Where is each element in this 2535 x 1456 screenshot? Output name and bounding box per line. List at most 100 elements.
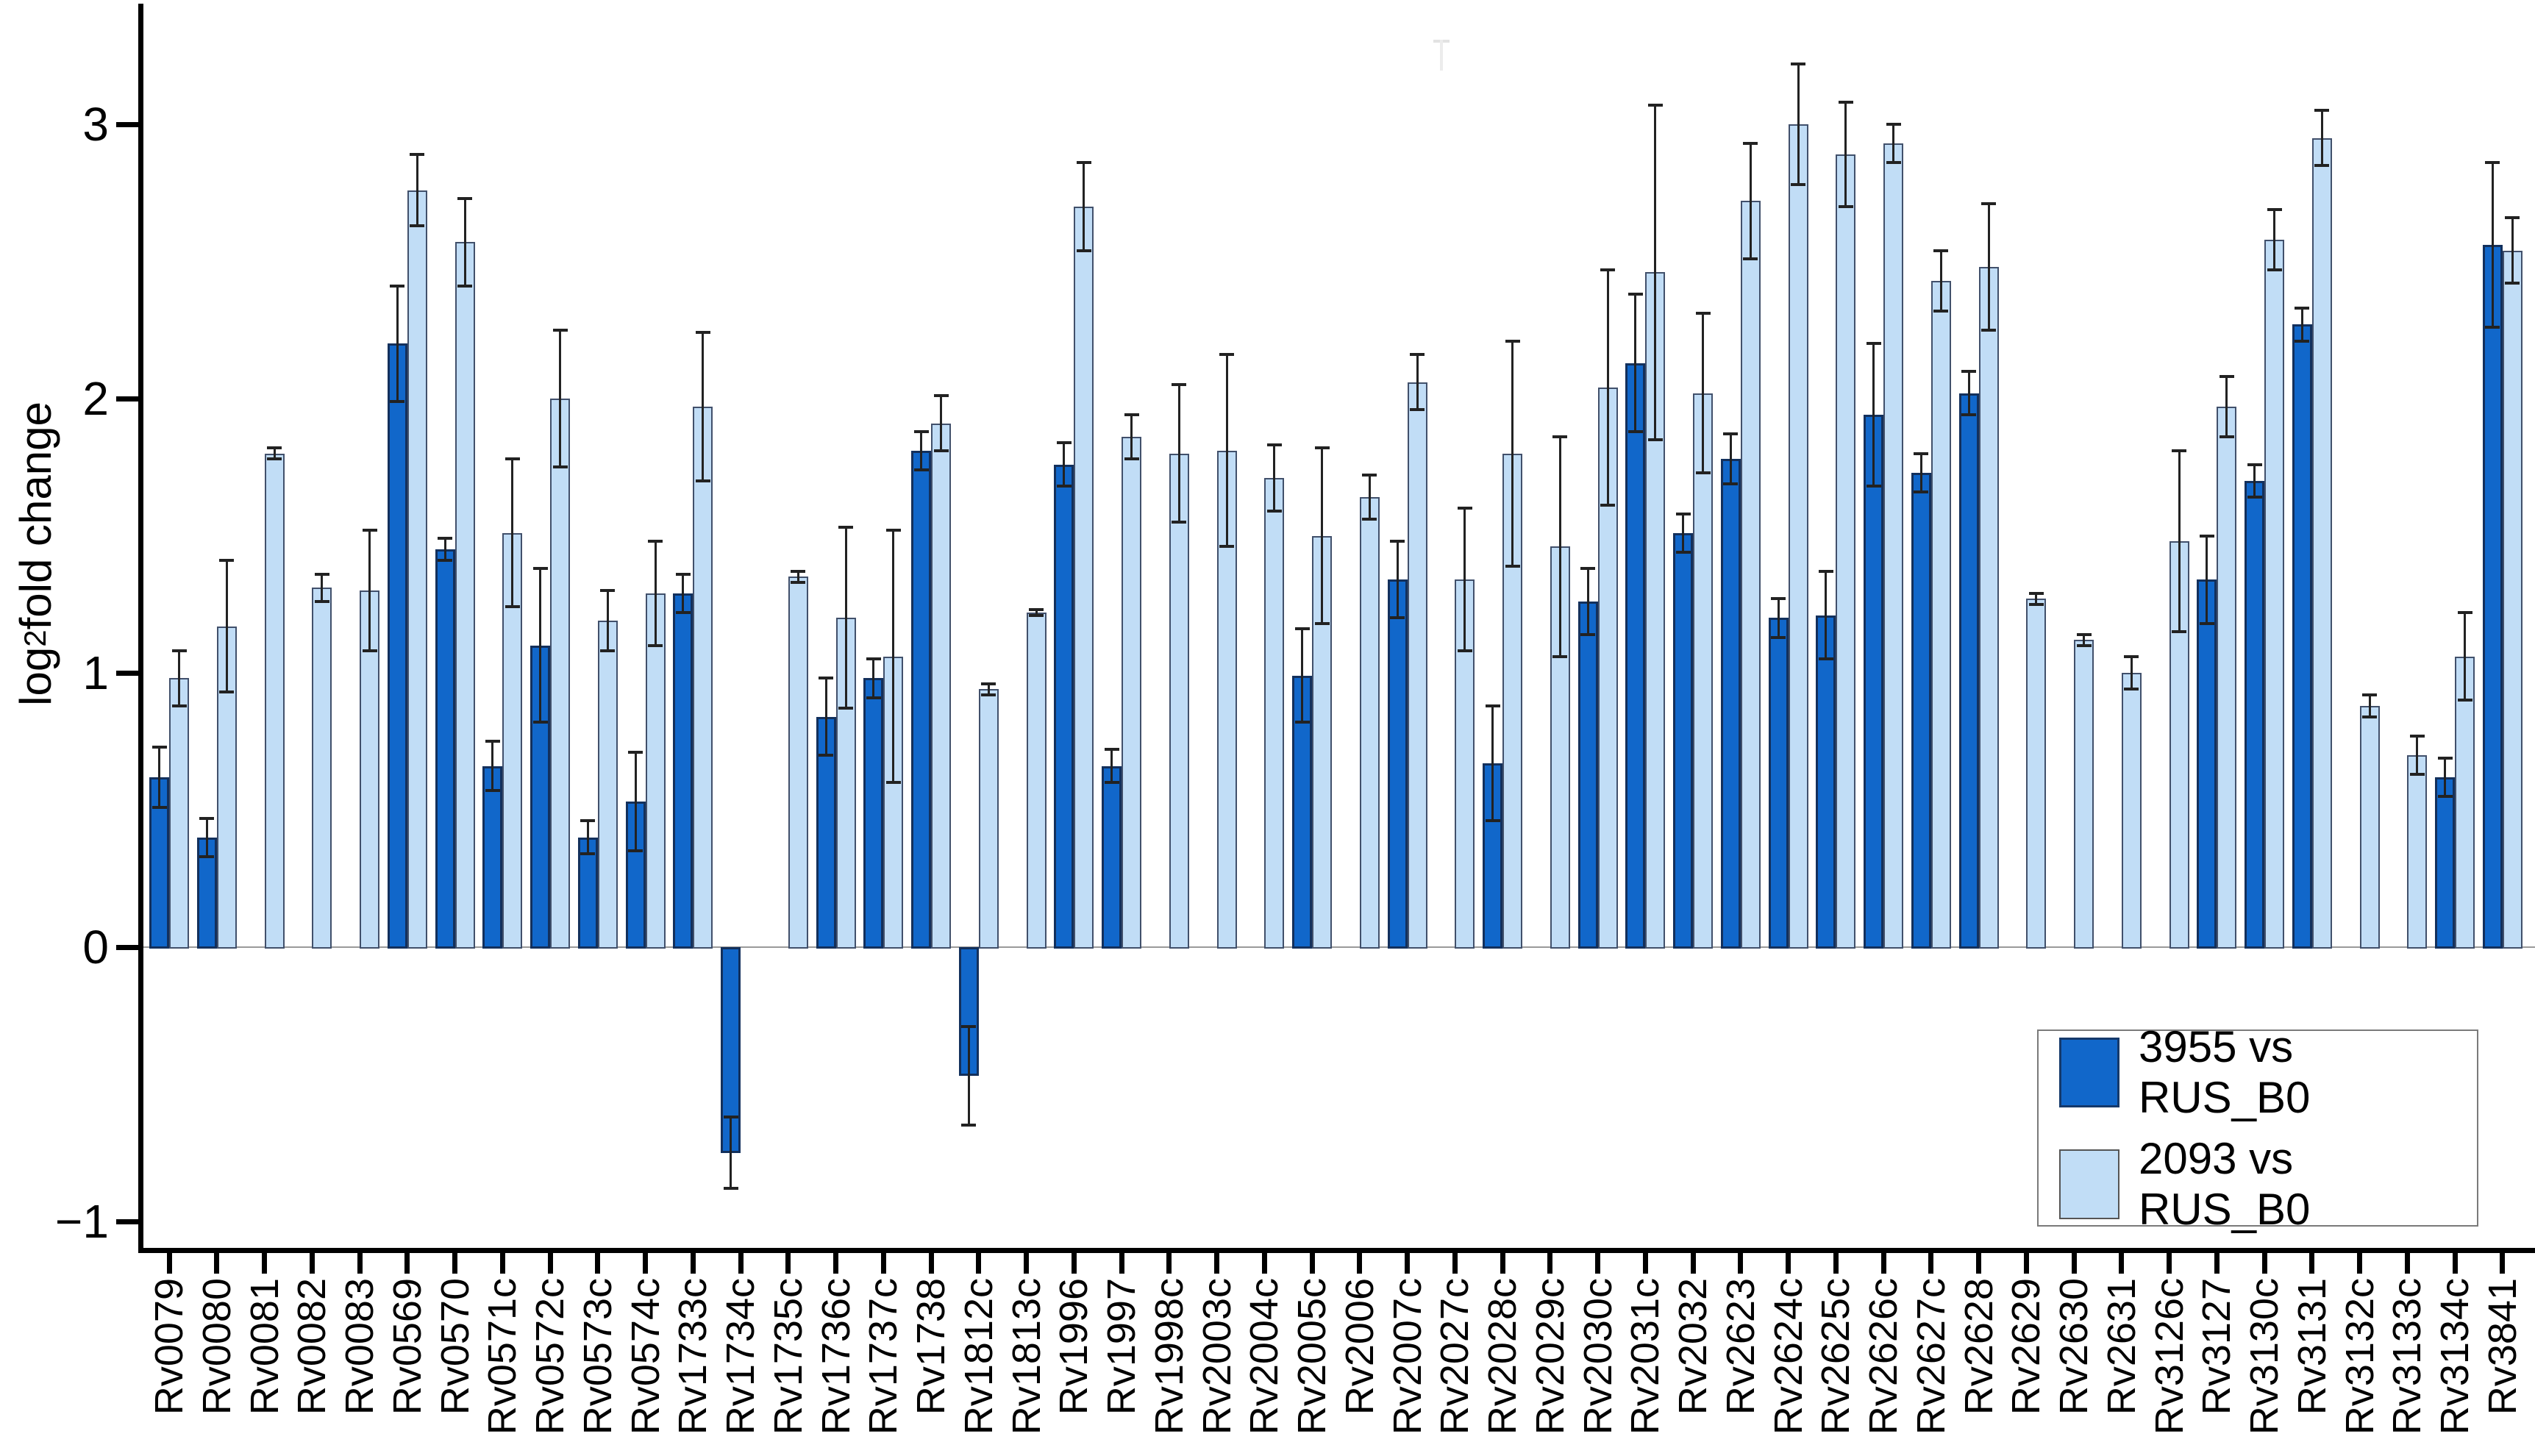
x-category-label: Rv2031c [1623, 1278, 1668, 1435]
error-bar-cap [1675, 512, 1691, 515]
x-category-label: Rv2629 [2004, 1278, 2049, 1416]
x-category-label: Rv0079 [147, 1278, 191, 1416]
error-bar-cap [866, 696, 881, 699]
error-bar [511, 459, 514, 607]
x-category-label: Rv1737c [861, 1278, 906, 1435]
error-bar-cap [2295, 339, 2310, 343]
x-tick-mark [2119, 1253, 2125, 1274]
error-bar-cap [1838, 204, 1853, 208]
x-category-label: Rv1812c [956, 1278, 1001, 1435]
error-bar-cap [171, 649, 187, 653]
error-bar-cap [314, 572, 329, 576]
bar-Rv3841-3955 [2482, 245, 2503, 949]
x-category-label: Rv3132c [2337, 1278, 2382, 1435]
error-bar [606, 590, 609, 652]
error-bar-cap [1362, 518, 1377, 521]
x-tick-mark [1214, 1253, 1219, 1274]
x-tick-mark [2071, 1253, 2077, 1274]
bar-Rv3134c-3955 [2435, 777, 2455, 949]
error-bar-cap [199, 816, 215, 820]
error-bar [1177, 385, 1180, 522]
bar-Rv0574c-2093 [645, 593, 666, 949]
bar-Rv0570-3955 [435, 549, 455, 949]
x-tick-mark [357, 1253, 363, 1274]
error-bar [2206, 535, 2208, 624]
error-bar [987, 683, 990, 695]
error-bar-cap [1580, 567, 1595, 571]
x-tick-mark [404, 1253, 410, 1274]
x-category-label: Rv1734c [719, 1278, 763, 1435]
bar-Rv2629-2093 [2026, 599, 2047, 949]
bar-Rv0569-2093 [407, 190, 427, 949]
x-tick-mark [2261, 1253, 2267, 1274]
x-category-label: Rv2029c [1527, 1278, 1572, 1435]
error-bar-cap [2124, 654, 2139, 658]
error-bar [2320, 110, 2323, 165]
legend-label-3955: 3955 vs RUS_B0 [2138, 1022, 2311, 1122]
x-tick-mark [738, 1253, 744, 1274]
error-bar-cap [600, 649, 616, 653]
error-bar [1463, 508, 1466, 652]
legend-swatch-3955 [2059, 1037, 2119, 1107]
error-bar [1511, 340, 1513, 566]
error-bar-cap [2219, 435, 2234, 439]
bar-Rv2030c-3955 [1577, 602, 1598, 949]
x-tick-mark [214, 1253, 220, 1274]
x-category-label: Rv0571c [480, 1278, 525, 1435]
error-bar-cap [1647, 103, 1663, 107]
error-bar-cap [552, 328, 568, 332]
x-tick-mark [2500, 1253, 2506, 1274]
x-tick-mark [1928, 1253, 1934, 1274]
error-bar-cap [2505, 282, 2520, 285]
bar-Rv2623-3955 [1720, 459, 1741, 949]
error-bar [1702, 313, 1704, 473]
error-bar-cap [819, 753, 833, 757]
x-category-label: Rv3133c [2385, 1278, 2430, 1435]
error-bar [178, 651, 180, 706]
error-bar-cap [1627, 293, 1643, 296]
bar-Rv2628-2093 [1978, 266, 1999, 949]
error-bar [2253, 464, 2256, 498]
error-bar [872, 659, 875, 698]
bar-Rv1733c-3955 [673, 593, 694, 949]
x-category-label: Rv1736c [813, 1278, 858, 1435]
error-bar-cap [1914, 452, 1929, 455]
error-bar-cap [2437, 794, 2453, 798]
error-bar [491, 741, 494, 791]
bar-Rv2005c-2093 [1312, 535, 1332, 949]
error-bar [1729, 434, 1732, 484]
bar-Rv0573c-2093 [597, 621, 618, 949]
error-bar-cap [2076, 632, 2092, 636]
error-bar-cap [1771, 635, 1786, 639]
x-category-label: Rv2005c [1290, 1278, 1334, 1435]
bar-Rv3126c-2093 [2169, 540, 2189, 949]
error-bar-cap [1981, 202, 1996, 206]
error-bar [2083, 634, 2085, 646]
error-bar-cap [1838, 101, 1853, 104]
error-bar-cap [2199, 534, 2214, 538]
x-tick-mark [785, 1253, 791, 1274]
error-bar-cap [885, 529, 901, 532]
error-bar-cap [1104, 748, 1119, 752]
x-category-label: Rv2628 [1956, 1278, 2001, 1416]
error-bar-cap [151, 805, 167, 809]
x-category-label: Rv1998c [1147, 1278, 1191, 1435]
error-bar-cap [628, 751, 643, 754]
error-bar [1368, 475, 1371, 520]
error-bar [920, 431, 922, 470]
error-bar [824, 678, 827, 755]
error-bar-cap [2457, 699, 2472, 702]
error-bar-cap [1029, 608, 1044, 612]
bar-Rv1737c-3955 [863, 678, 884, 949]
error-bar [796, 571, 799, 582]
x-tick-mark [1738, 1253, 1744, 1274]
error-bar-cap [1723, 482, 1739, 485]
x-tick-mark [1024, 1253, 1029, 1274]
error-bar-cap [1314, 446, 1330, 450]
ghost-whisker-artifact [1440, 40, 1443, 71]
x-category-label: Rv2004c [1242, 1278, 1287, 1435]
x-tick-mark [1786, 1253, 1791, 1274]
x-tick-mark [262, 1253, 267, 1274]
error-bar-cap [1791, 62, 1805, 65]
x-tick-mark [595, 1253, 601, 1274]
